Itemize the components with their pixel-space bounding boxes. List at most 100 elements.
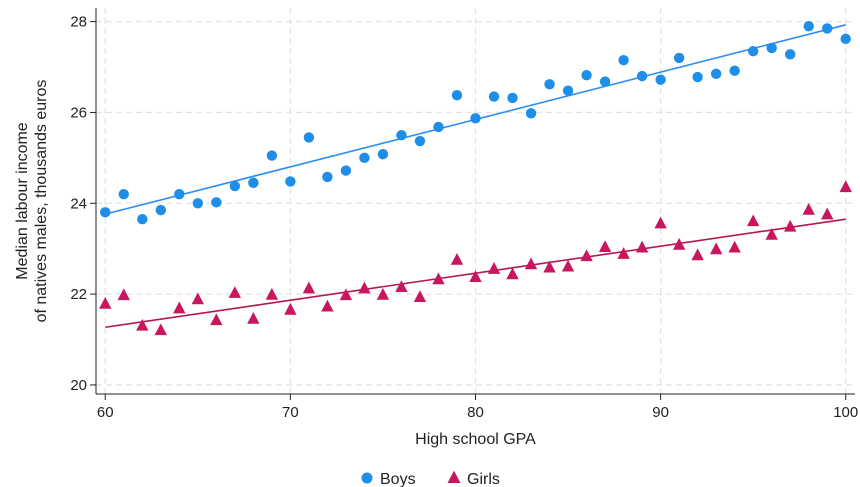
data-point-boys: [599, 76, 611, 87]
y-tick-label: 26: [70, 104, 87, 121]
data-points: [99, 20, 852, 336]
data-point-boys: [396, 129, 407, 141]
data-point-boys: [673, 52, 685, 64]
data-point-boys: [710, 68, 722, 80]
legend-boys-marker: [361, 472, 373, 484]
data-point-girls: [617, 247, 630, 259]
data-point-girls: [691, 248, 704, 261]
x-tick-label: 100: [833, 404, 858, 421]
data-point-boys: [618, 55, 629, 66]
data-point-boys: [340, 165, 352, 176]
data-point-boys: [359, 152, 370, 164]
data-point-boys: [655, 74, 666, 85]
data-point-girls: [765, 227, 778, 240]
data-point-boys: [433, 121, 444, 133]
data-point-girls: [376, 287, 390, 300]
data-point-girls: [672, 237, 686, 250]
y-axis-title-line-2: of natives males, thousands euros: [33, 80, 50, 323]
data-point-boys: [155, 204, 166, 216]
data-point-girls: [506, 267, 519, 280]
data-point-boys: [470, 113, 481, 124]
data-point-girls: [598, 240, 612, 253]
data-point-boys: [766, 42, 777, 54]
x-axis-title: High school GPA: [415, 431, 536, 448]
data-point-girls: [321, 299, 334, 312]
data-point-girls: [839, 180, 852, 193]
data-point-girls: [487, 262, 501, 274]
data-point-girls: [543, 260, 556, 273]
data-point-boys: [822, 23, 833, 34]
data-point-boys: [100, 207, 111, 218]
data-point-boys: [803, 20, 814, 32]
data-point-girls: [339, 288, 353, 301]
data-point-boys: [451, 89, 463, 101]
data-point-girls: [191, 292, 205, 305]
data-point-girls: [580, 249, 593, 262]
legend-girls-label: Girls: [467, 471, 500, 487]
data-point-girls: [413, 290, 427, 302]
data-point-boys: [525, 108, 537, 119]
data-point-boys: [322, 171, 333, 183]
data-point-girls: [284, 302, 297, 315]
gridlines: [96, 8, 855, 394]
data-point-girls: [469, 270, 482, 283]
data-point-boys: [636, 70, 648, 82]
x-tick-label: 60: [97, 404, 114, 421]
data-point-girls: [154, 323, 167, 336]
data-point-girls: [561, 259, 575, 272]
legend-girls-marker: [447, 470, 461, 483]
data-point-girls: [728, 240, 741, 253]
x-tick-label: 80: [467, 404, 484, 421]
y-tick-label: 28: [70, 14, 87, 31]
data-point-boys: [192, 198, 204, 209]
y-tick-label: 24: [70, 195, 87, 212]
data-point-girls: [432, 272, 445, 285]
data-point-boys: [285, 176, 296, 187]
data-point-boys: [248, 177, 259, 189]
data-point-girls: [821, 207, 834, 220]
data-point-girls: [265, 287, 279, 300]
data-point-girls: [524, 257, 538, 270]
data-point-girls: [709, 242, 723, 255]
data-point-girls: [635, 240, 649, 253]
data-point-boys: [118, 188, 129, 200]
data-point-girls: [173, 301, 186, 314]
legend-boys-label: Boys: [380, 471, 416, 487]
x-tick-label: 90: [652, 404, 669, 421]
data-point-boys: [785, 49, 796, 60]
data-point-boys: [692, 71, 703, 83]
data-point-boys: [229, 180, 241, 192]
data-point-boys: [840, 33, 851, 45]
data-point-boys: [377, 149, 389, 160]
data-point-boys: [137, 213, 148, 225]
data-point-boys: [544, 79, 555, 90]
data-point-girls: [802, 203, 815, 215]
data-point-boys: [507, 92, 518, 104]
data-point-boys: [488, 91, 500, 102]
data-point-boys: [303, 132, 315, 143]
data-point-boys: [581, 70, 592, 81]
data-point-boys: [266, 150, 278, 161]
data-point-girls: [117, 288, 130, 301]
data-point-boys: [211, 197, 222, 208]
data-point-girls: [302, 281, 316, 294]
axes: 60 70 80 90 100 20 22 24 26 28: [70, 8, 858, 421]
axis-labels: High school GPA Median labour income of …: [14, 80, 536, 448]
data-point-girls: [654, 216, 667, 229]
data-point-boys: [747, 45, 759, 57]
y-axis-title-line-1: Median labour income: [14, 122, 31, 280]
data-point-girls: [210, 313, 223, 326]
data-point-girls: [746, 214, 760, 227]
data-point-boys: [174, 188, 185, 200]
legend: Boys Girls: [361, 470, 500, 487]
data-point-girls: [395, 280, 408, 292]
data-point-girls: [247, 312, 260, 324]
data-point-boys: [562, 85, 574, 96]
data-point-girls: [358, 281, 371, 294]
y-tick-label: 20: [70, 377, 87, 394]
data-point-girls: [99, 297, 112, 309]
y-tick-label: 22: [70, 286, 87, 303]
data-point-girls: [136, 318, 149, 331]
